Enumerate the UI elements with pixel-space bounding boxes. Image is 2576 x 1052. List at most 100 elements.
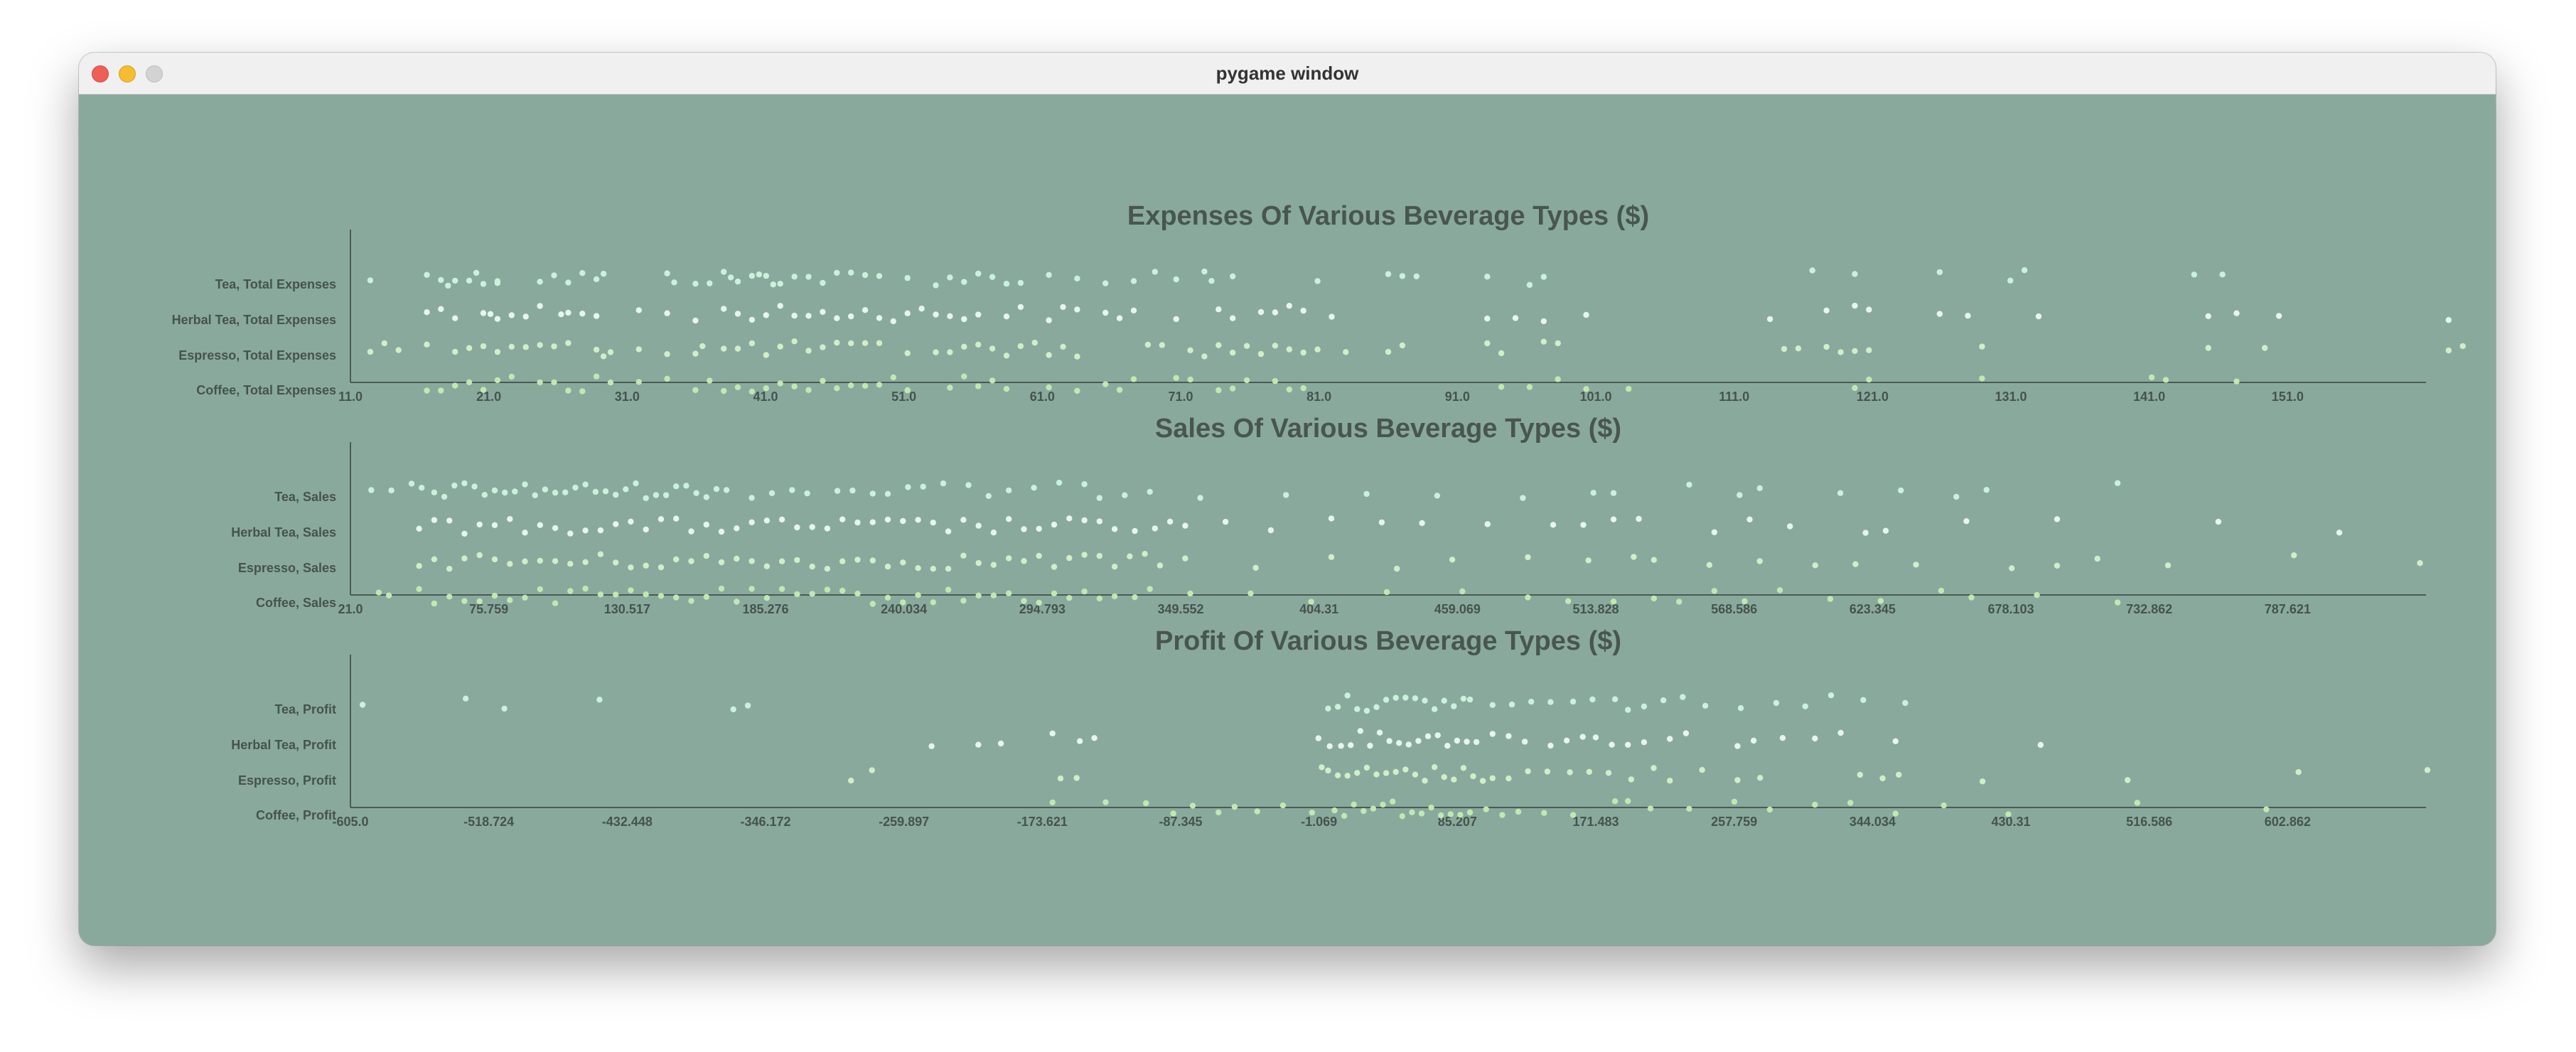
data-point [1862,530,1869,536]
data-point [1857,771,1863,778]
data-point [1170,810,1176,817]
data-point [438,277,444,284]
data-point [1031,339,1039,346]
data-point [1390,798,1396,805]
data-point [388,487,395,494]
x-tick-label: 568.586 [1711,602,1757,616]
data-point [1742,598,1748,605]
data-point [876,340,883,346]
data-point [2134,800,2140,806]
data-point [748,495,755,501]
data-point [1021,526,1027,532]
data-point [805,313,812,319]
data-point [1132,594,1138,601]
data-point [1385,348,1392,355]
data-point [1036,599,1042,606]
data-point [1419,520,1425,527]
data-point [848,313,854,320]
data-point [1525,768,1531,775]
data-point [975,592,982,599]
data-point [1215,387,1222,394]
data-point [763,272,769,279]
data-point [734,384,741,390]
data-point [1325,767,1331,774]
data-point [2233,378,2240,385]
data-point [975,341,982,348]
x-tick-label: -173.621 [1017,815,1068,829]
data-point [1102,280,1109,286]
data-point [1898,487,1904,494]
data-point [2037,741,2044,748]
data-point [1049,799,1056,806]
data-point [1550,522,1557,528]
data-point [1413,273,1420,279]
data-point [1383,770,1390,776]
data-point [1046,352,1052,358]
data-point [900,517,906,525]
data-point [730,706,736,713]
zoom-button[interactable] [146,65,163,82]
data-point [1057,775,1064,782]
data-point [820,279,826,286]
data-point [463,695,469,702]
data-point [1392,694,1399,701]
data-point [1036,525,1042,532]
data-point [367,277,374,284]
data-point [658,516,665,522]
data-point [1605,770,1612,776]
data-point [1314,278,1321,284]
data-point [804,490,810,497]
data-point [1756,558,1763,564]
data-point [1424,733,1432,739]
x-tick-label: 459.069 [1434,602,1481,616]
data-point [1300,385,1306,392]
data-point [1215,809,1222,816]
data-point [1102,799,1109,805]
data-point [1348,742,1354,748]
data-point [2219,272,2226,278]
data-point [1122,492,1128,498]
data-point [600,353,607,360]
data-point [597,591,604,598]
data-point [763,517,771,524]
data-point [466,277,473,284]
data-point [673,594,680,601]
data-point [718,585,725,592]
data-point [1610,516,1617,522]
data-point [960,552,967,559]
data-point [975,559,982,567]
data-point [1074,275,1080,281]
data-point [1354,706,1361,712]
data-point [1734,777,1741,783]
minimize-button[interactable] [119,65,136,82]
data-point [658,593,665,599]
data-point [876,273,883,279]
data-point [1066,554,1073,562]
data-point [1215,306,1222,313]
data-point [1837,729,1844,736]
x-tick-label: -518.724 [463,815,514,829]
title-bar[interactable]: pygame window [79,53,2496,95]
data-point [501,705,508,712]
data-point [607,349,614,355]
data-point [480,310,487,316]
data-point [487,311,494,317]
data-point [1750,737,1757,744]
data-point [1066,595,1073,601]
data-point [2445,347,2452,354]
data-point [473,269,480,276]
data-point [416,563,422,569]
data-point [480,281,487,287]
data-point [507,516,513,522]
data-point [945,586,952,593]
data-point [884,516,891,523]
data-point [777,380,783,387]
x-tick-label: 61.0 [1030,390,1055,404]
x-tick-label: 678.103 [1987,602,2034,616]
data-point [820,344,826,350]
data-point [1412,771,1419,778]
data-point [579,311,586,317]
data-point [961,343,967,350]
data-point [551,379,557,385]
close-button[interactable] [92,65,109,82]
